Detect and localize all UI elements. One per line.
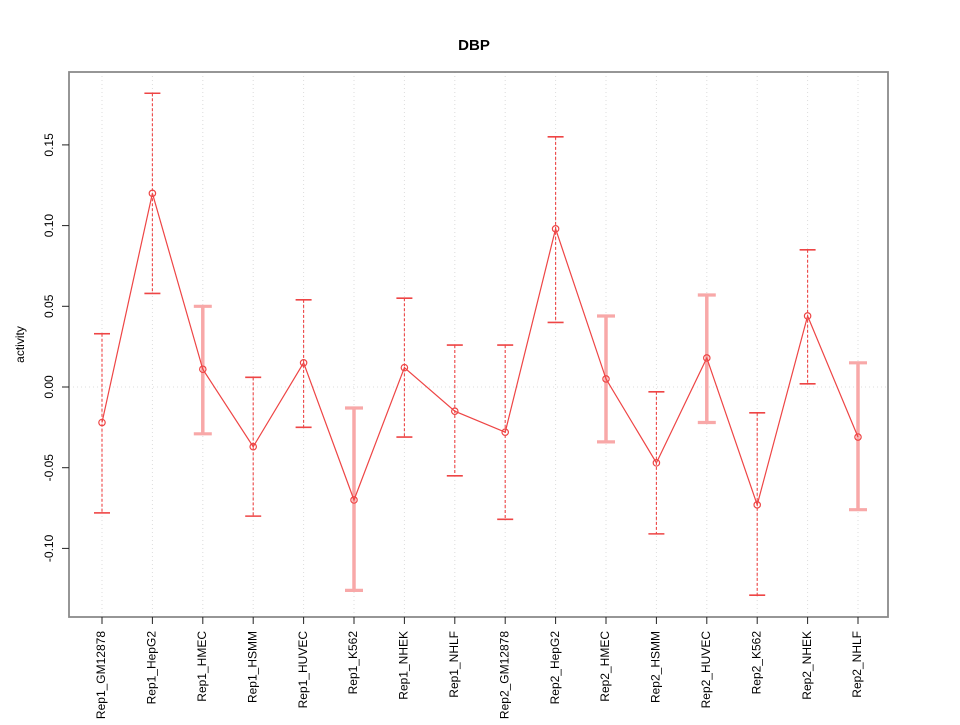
- x-tick-label: Rep1_HepG2: [145, 631, 159, 705]
- y-tick-label: -0.10: [42, 534, 56, 562]
- plot-frame: [68, 71, 889, 618]
- data-point: [501, 428, 510, 436]
- data-point: [299, 358, 308, 367]
- x-tick-label: Rep2_HMEC: [598, 631, 612, 702]
- data-point: [98, 418, 106, 427]
- x-tick-label: Rep2_NHLF: [850, 631, 864, 698]
- y-tick-label: 0.00: [42, 375, 56, 399]
- data-point: [551, 225, 560, 233]
- axis-layer: 0.15 0.10 0.05 0.00 -0.05 -0.10 Rep1_GM12878 Re…: [42, 133, 864, 719]
- data-point: [602, 375, 610, 383]
- x-tick-label: Rep2_K562: [749, 631, 763, 695]
- y-axis-label: activity: [13, 326, 27, 363]
- x-tick-label: Rep1_K562: [346, 631, 360, 695]
- series-line: [101, 193, 859, 507]
- x-tick-label: Rep1_HSMM: [245, 631, 259, 703]
- data-point: [753, 501, 762, 509]
- x-tick-label: Rep1_NHEK: [397, 631, 411, 700]
- x-tick-label: Rep1_HUVEC: [296, 631, 310, 709]
- data-point: [148, 189, 157, 198]
- data-point: [199, 365, 207, 374]
- data-point: [702, 354, 711, 362]
- gridline-layer: [69, 72, 888, 617]
- data-series-layer: [94, 92, 867, 597]
- x-tick-label: Rep2_HepG2: [548, 631, 562, 705]
- data-point: [400, 363, 409, 372]
- data-point: [450, 407, 459, 416]
- data-point: [803, 312, 812, 320]
- data-point: [350, 496, 358, 504]
- y-tick-label: 0.05: [42, 294, 56, 318]
- y-tick-label: -0.05: [42, 454, 56, 482]
- x-tick-label: Rep2_GM12878: [497, 631, 511, 719]
- y-tick-label: 0.15: [42, 133, 56, 157]
- data-point: [652, 459, 661, 467]
- y-tick-label: 0.10: [42, 214, 56, 238]
- data-point: [249, 442, 258, 451]
- x-tick-label: Rep2_NHEK: [800, 631, 814, 700]
- data-point: [854, 433, 862, 441]
- chart-title: DBP: [458, 37, 490, 54]
- x-tick-label: Rep2_HUVEC: [699, 631, 713, 709]
- x-tick-label: Rep1_HMEC: [195, 631, 209, 702]
- x-tick-label: Rep1_NHLF: [447, 631, 461, 698]
- x-tick-label: Rep1_GM12878: [94, 631, 108, 719]
- x-tick-label: Rep2_HSMM: [649, 631, 663, 703]
